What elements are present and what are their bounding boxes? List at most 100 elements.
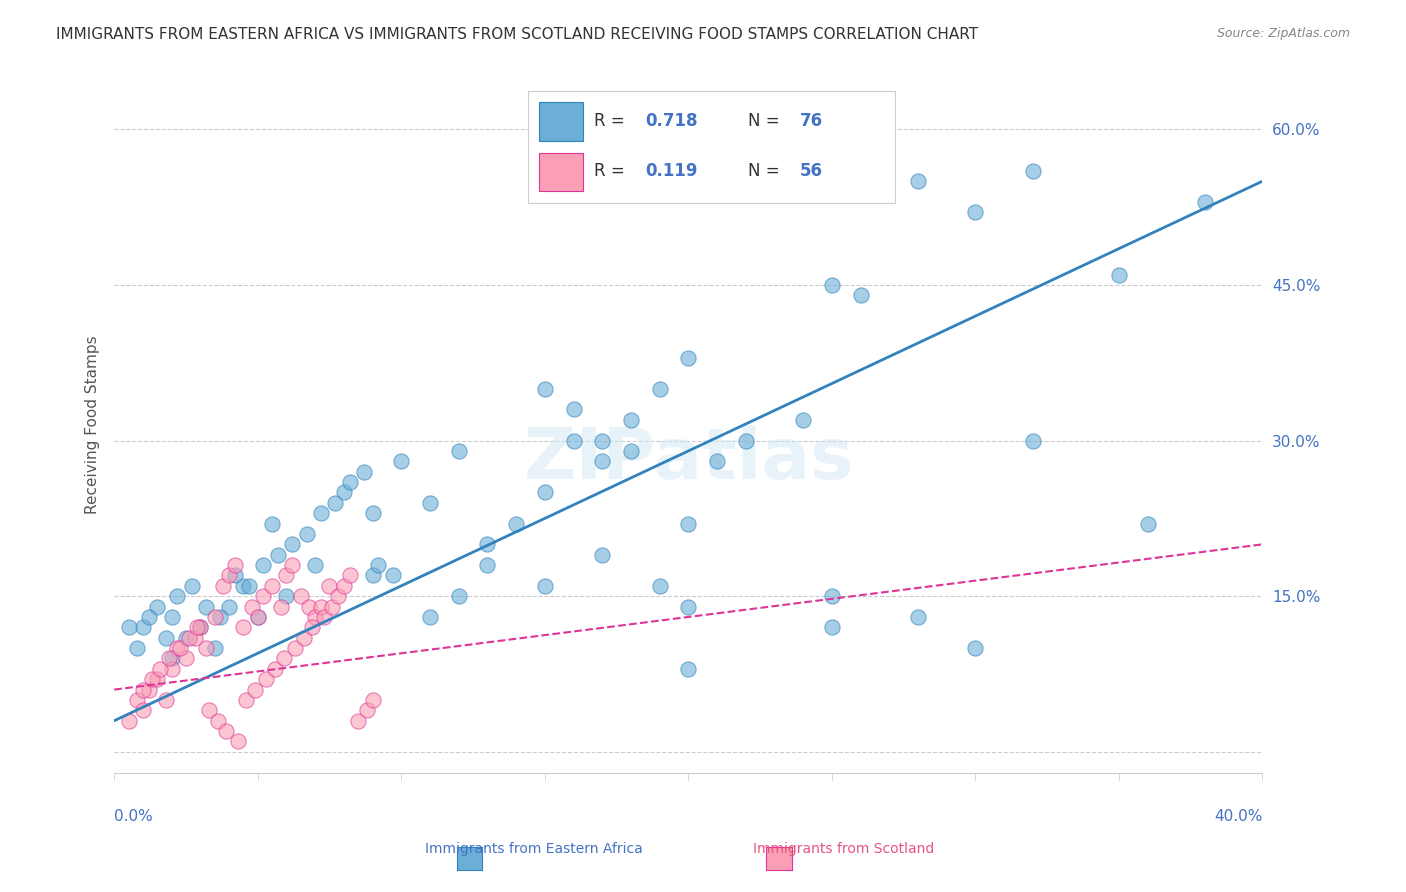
Point — [207, 714, 229, 728]
Point — [284, 641, 307, 656]
Point — [792, 413, 814, 427]
Point — [240, 599, 263, 614]
Point — [1022, 164, 1045, 178]
Point — [821, 277, 844, 292]
Point — [262, 516, 284, 531]
Point — [290, 589, 312, 603]
Point — [477, 537, 499, 551]
Point — [180, 579, 202, 593]
Point — [312, 610, 335, 624]
Point — [160, 610, 183, 624]
Point — [160, 662, 183, 676]
Point — [292, 631, 315, 645]
Point — [323, 496, 346, 510]
Point — [204, 610, 226, 624]
Point — [270, 599, 292, 614]
Point — [419, 496, 441, 510]
Point — [620, 444, 643, 458]
Point — [326, 589, 349, 603]
Point — [169, 641, 191, 656]
Point — [678, 516, 700, 531]
Point — [209, 610, 232, 624]
Point — [381, 568, 404, 582]
Point — [1108, 268, 1130, 282]
Point — [318, 579, 340, 593]
Point — [212, 579, 235, 593]
Point — [309, 506, 332, 520]
Point — [235, 693, 257, 707]
Point — [591, 548, 613, 562]
Point — [620, 413, 643, 427]
Text: Immigrants from Eastern Africa: Immigrants from Eastern Africa — [426, 842, 643, 856]
Text: 40.0%: 40.0% — [1215, 809, 1263, 824]
Point — [146, 672, 169, 686]
Point — [678, 662, 700, 676]
Point — [389, 454, 412, 468]
Point — [965, 641, 987, 656]
Point — [347, 714, 370, 728]
Point — [188, 620, 211, 634]
Point — [262, 579, 284, 593]
Point — [252, 589, 274, 603]
Point — [254, 672, 277, 686]
Point — [155, 631, 177, 645]
Point — [505, 516, 527, 531]
Point — [177, 631, 200, 645]
Point — [226, 734, 249, 748]
Point — [138, 682, 160, 697]
Point — [591, 434, 613, 448]
Point — [127, 641, 149, 656]
Point — [591, 454, 613, 468]
Point — [132, 620, 155, 634]
Y-axis label: Receiving Food Stamps: Receiving Food Stamps — [86, 335, 100, 515]
Point — [127, 693, 149, 707]
Point — [276, 568, 298, 582]
Point — [447, 589, 470, 603]
Point — [252, 558, 274, 573]
Point — [215, 724, 238, 739]
Point — [166, 641, 188, 656]
Point — [264, 662, 287, 676]
Point — [678, 599, 700, 614]
Point — [186, 620, 208, 634]
Point — [333, 579, 356, 593]
Point — [648, 579, 671, 593]
Point — [138, 610, 160, 624]
Point — [188, 620, 211, 634]
Point — [1022, 434, 1045, 448]
Point — [339, 568, 361, 582]
Point — [821, 620, 844, 634]
Point — [198, 703, 221, 717]
Point — [821, 589, 844, 603]
Point — [361, 693, 384, 707]
Point — [238, 579, 260, 593]
Point — [276, 589, 298, 603]
Point — [304, 558, 326, 573]
Point — [157, 651, 180, 665]
Text: Source: ZipAtlas.com: Source: ZipAtlas.com — [1216, 27, 1350, 40]
Point — [533, 579, 555, 593]
Point — [174, 631, 197, 645]
Point — [246, 610, 269, 624]
Point — [224, 558, 246, 573]
Point — [232, 579, 254, 593]
Text: 0.0%: 0.0% — [114, 809, 153, 824]
Point — [273, 651, 295, 665]
Point — [195, 641, 218, 656]
Point — [149, 662, 172, 676]
Point — [419, 610, 441, 624]
Point — [965, 205, 987, 219]
Point — [356, 703, 378, 717]
Point — [183, 631, 205, 645]
Point — [447, 444, 470, 458]
Point — [281, 558, 304, 573]
Point — [304, 610, 326, 624]
Point — [298, 599, 321, 614]
Point — [339, 475, 361, 489]
Point — [132, 703, 155, 717]
Point — [218, 599, 240, 614]
Point — [166, 589, 188, 603]
Point — [648, 382, 671, 396]
Point — [301, 620, 323, 634]
Point — [204, 641, 226, 656]
